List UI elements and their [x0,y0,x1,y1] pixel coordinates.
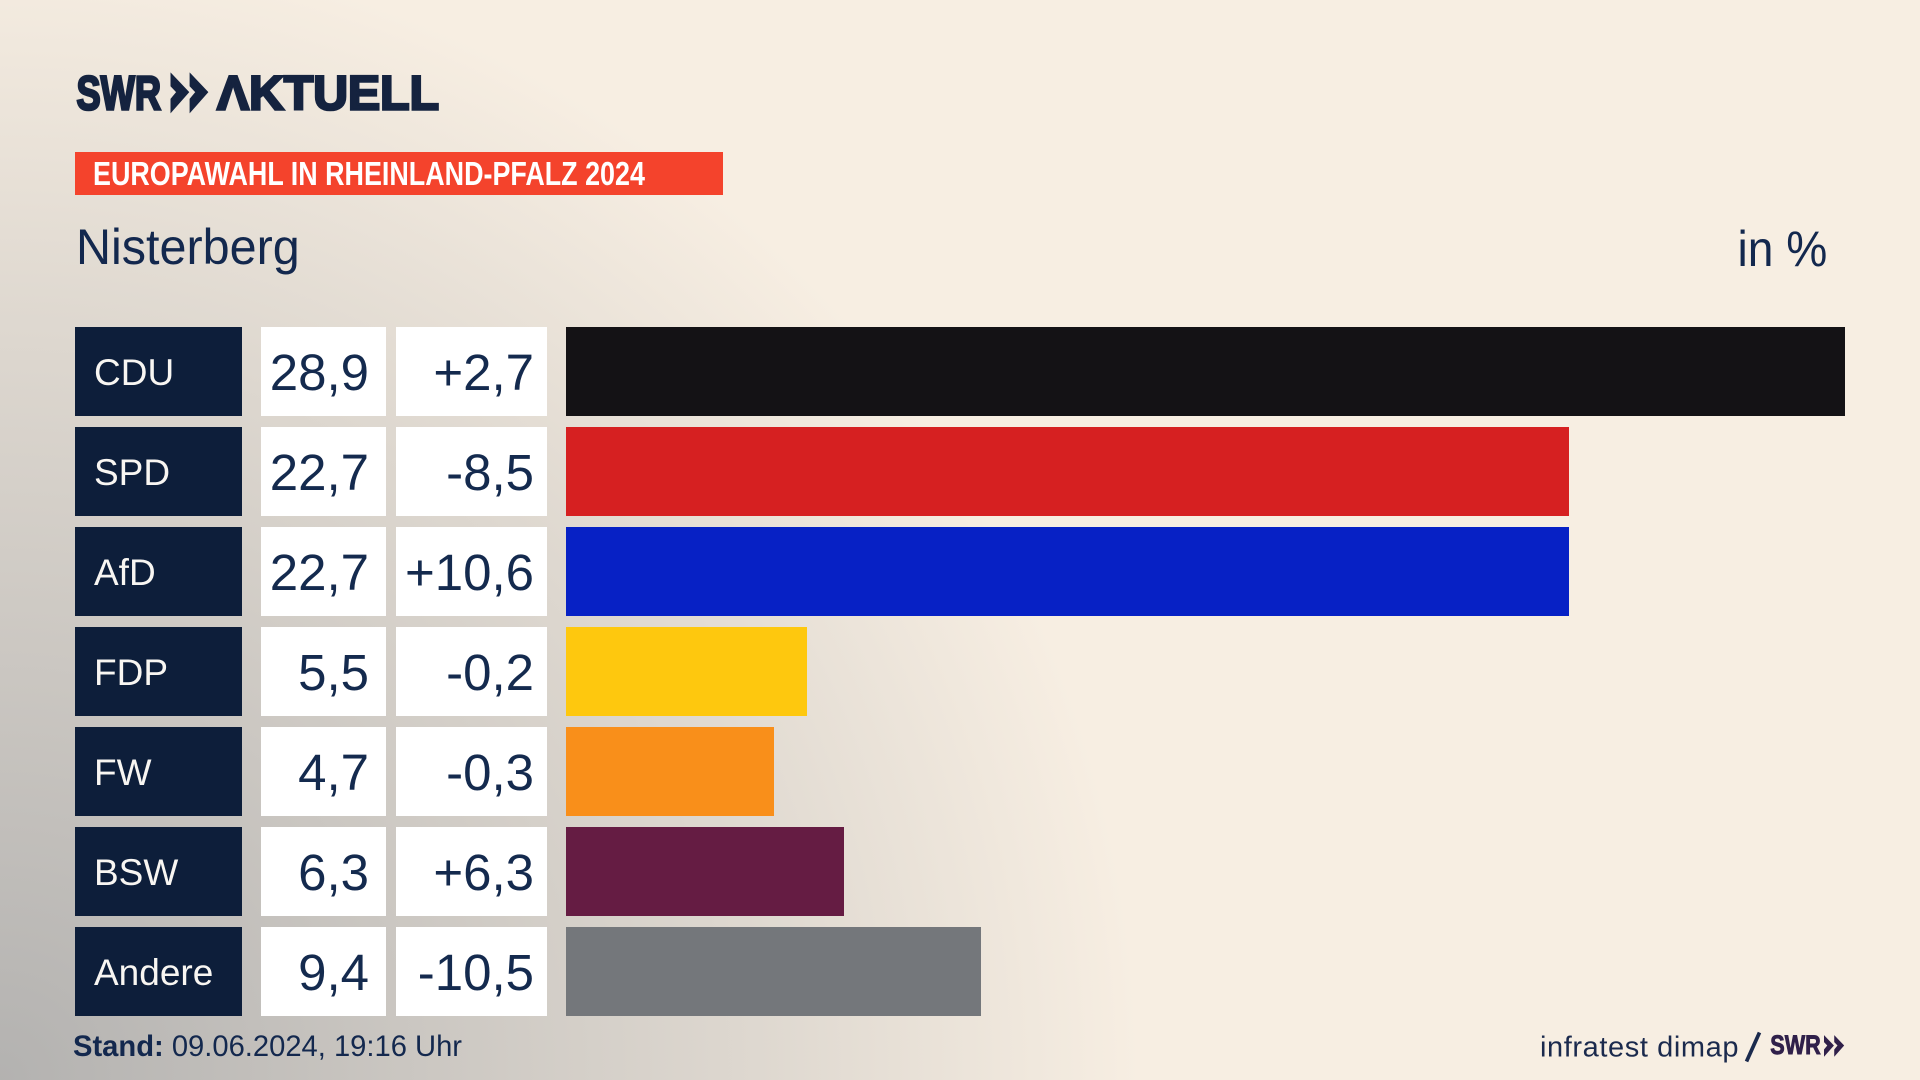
svg-text:SWR: SWR [77,70,162,120]
svg-text:ΛKTUELL: ΛKTUELL [217,70,439,120]
svg-text:infratest dimap: infratest dimap [1540,1032,1739,1064]
svg-text:SWR: SWR [1770,1030,1821,1060]
